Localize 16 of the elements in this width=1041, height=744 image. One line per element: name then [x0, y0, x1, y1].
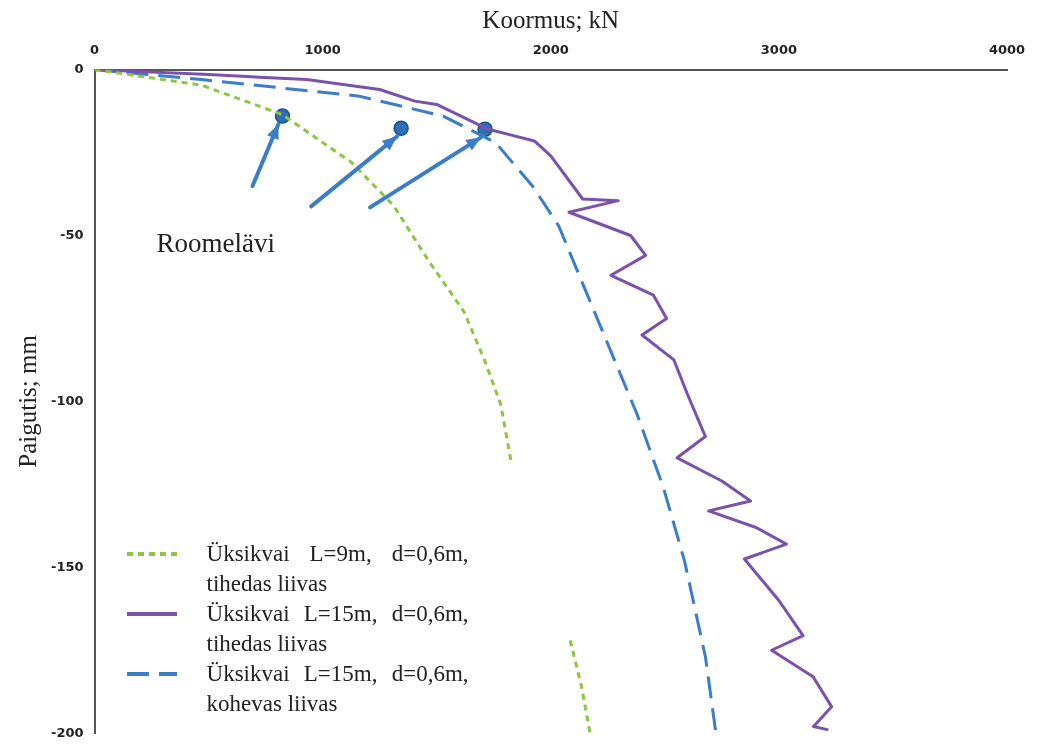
legend-label: Üksikvai L=15m, d=0,6m, kohevas liivas: [206, 660, 469, 719]
y-tick-label: 0: [74, 60, 84, 76]
y-tick-label: -100: [50, 392, 84, 408]
y-axis-title: Paigutis; mm: [13, 334, 41, 468]
y-tick-label: -50: [60, 226, 84, 242]
y-tick-label: -200: [50, 724, 84, 740]
x-axis-title: Koormus; kN: [482, 5, 620, 33]
x-tick-label: 4000: [988, 42, 1026, 58]
x-tick-label: 0: [90, 42, 100, 58]
annotation: Roomelävi: [156, 227, 276, 259]
y-tick-label: -150: [50, 558, 84, 574]
legend-label: Üksikvai L=15m, d=0,6m, tihedas liivas: [206, 600, 469, 659]
x-tick-label: 2000: [532, 42, 569, 58]
x-tick-label: 1000: [304, 42, 341, 58]
x-tick-label: 3000: [760, 42, 797, 58]
legend-label: Üksikvai L=9m, d=0,6m, tihedas liivas: [206, 540, 469, 599]
